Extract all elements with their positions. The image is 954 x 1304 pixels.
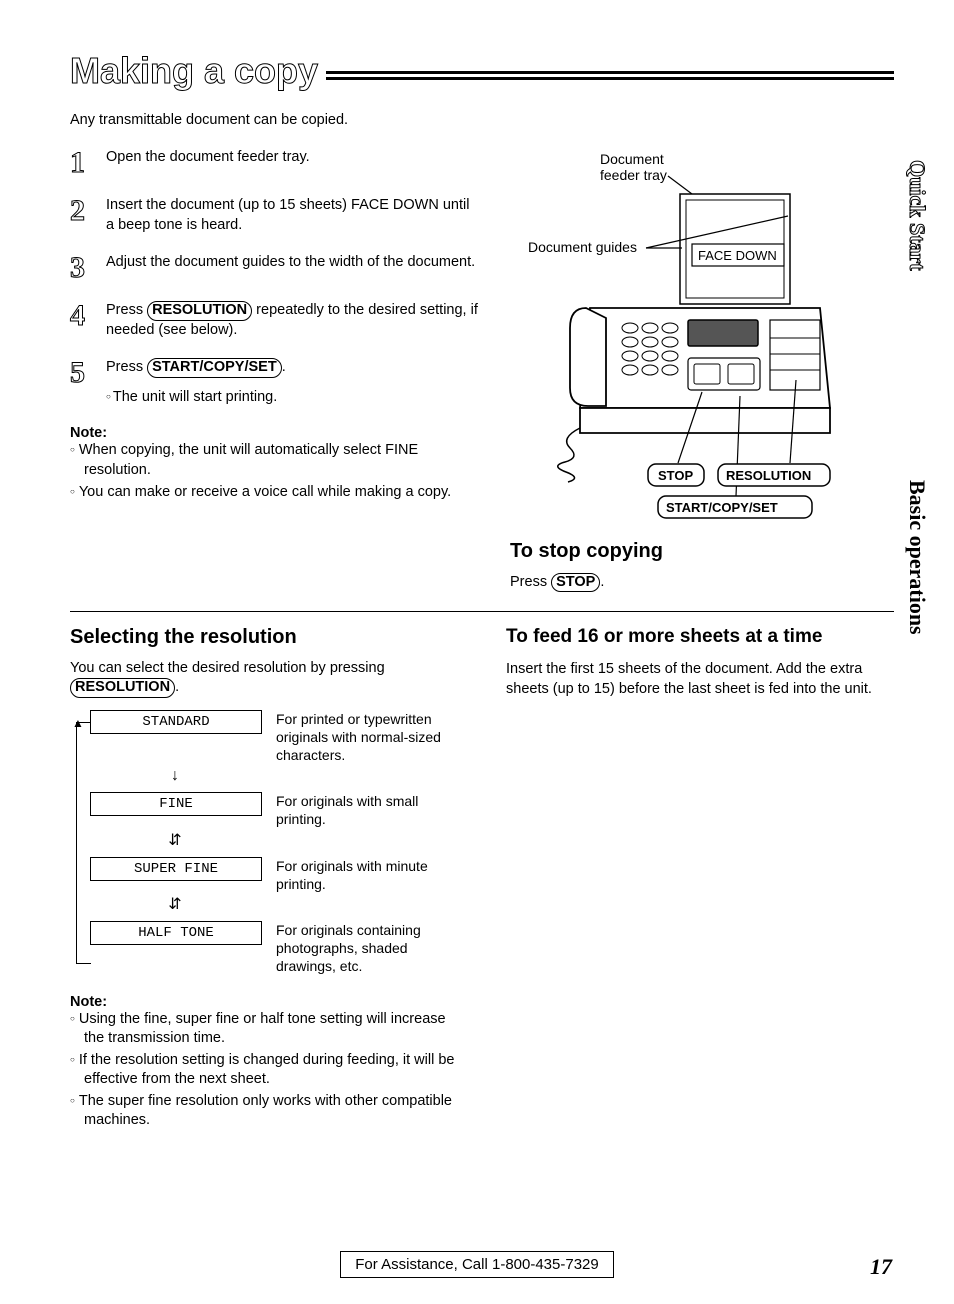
page-number: 17 — [870, 1254, 892, 1280]
note-list: When copying, the unit will automaticall… — [70, 441, 480, 502]
down-arrow-icon: ⇵ — [90, 829, 260, 857]
res-mode-fine: FINE — [90, 792, 262, 816]
resolution-callout: RESOLUTION — [726, 468, 811, 483]
cycle-arrow-icon: ▲ — [72, 716, 84, 730]
resolution-button-label: RESOLUTION — [70, 678, 175, 697]
feed-sheets-section: To feed 16 or more sheets at a time Inse… — [506, 626, 894, 1133]
res-desc: For printed or typewritten originals wit… — [276, 710, 460, 765]
stop-text-b: . — [600, 574, 604, 590]
res-mode-standard: STANDARD — [90, 710, 262, 734]
step-text-a: Press — [106, 302, 147, 318]
title-rule — [326, 71, 894, 80]
res-desc: For originals with minute printing. — [276, 857, 460, 893]
step-text: Press RESOLUTION repeatedly to the desir… — [106, 301, 480, 340]
step-number: 4 — [70, 301, 106, 340]
upper-columns: 1 Open the document feeder tray. 2 Inser… — [70, 148, 894, 593]
tab-quick-start: Quick Start — [904, 160, 930, 271]
title-row: Making a copy — [70, 50, 894, 92]
steps-column: 1 Open the document feeder tray. 2 Inser… — [70, 148, 480, 593]
res-row: SUPER FINE For originals with minute pri… — [90, 857, 460, 893]
step-text: Adjust the document guides to the width … — [106, 253, 480, 283]
res-row: STANDARD For printed or typewritten orig… — [90, 710, 460, 765]
footer: For Assistance, Call 1-800-435-7329 — [0, 1251, 954, 1278]
section-divider — [70, 611, 894, 612]
intro-text: Any transmittable document can be copied… — [70, 112, 894, 128]
tab-basic-operations: Basic operations — [904, 480, 930, 635]
selecting-resolution-intro: You can select the desired resolution by… — [70, 659, 460, 698]
feed-sheets-heading: To feed 16 or more sheets at a time — [506, 626, 894, 649]
face-down-label: FACE DOWN — [698, 248, 777, 263]
step-number: 1 — [70, 148, 106, 178]
callout-doc-feeder2: feeder tray — [600, 167, 667, 183]
fax-illustration: Document feeder tray FACE DOWN Document … — [520, 148, 850, 528]
callout-doc-guides: Document guides — [528, 239, 637, 255]
note-item: When copying, the unit will automaticall… — [70, 441, 480, 480]
note-item: The super fine resolution only works wit… — [70, 1092, 460, 1131]
note-item: You can make or receive a voice call whi… — [70, 483, 480, 503]
manual-page: Making a copy Any transmittable document… — [0, 0, 954, 1304]
selecting-resolution-heading: Selecting the resolution — [70, 626, 460, 649]
note-heading: Note: — [70, 425, 480, 441]
step-text: Press START/COPY/SET. The unit will star… — [106, 358, 480, 407]
step-text: Insert the document (up to 15 sheets) FA… — [106, 196, 480, 235]
lower-columns: Selecting the resolution You can select … — [70, 626, 894, 1133]
stop-copying-heading: To stop copying — [510, 540, 894, 563]
start-copy-set-callout: START/COPY/SET — [666, 500, 778, 515]
callout-doc-feeder: Document — [600, 151, 664, 167]
step-text-a: Press — [106, 359, 147, 375]
resolution-section: Selecting the resolution You can select … — [70, 626, 460, 1133]
stop-callout: STOP — [658, 468, 693, 483]
stop-text-a: Press — [510, 574, 551, 590]
stop-button-label: STOP — [551, 573, 600, 592]
step-number: 2 — [70, 196, 106, 235]
step-4: 4 Press RESOLUTION repeatedly to the des… — [70, 301, 480, 340]
assistance-box: For Assistance, Call 1-800-435-7329 — [340, 1251, 613, 1278]
res-mode-super-fine: SUPER FINE — [90, 857, 262, 881]
feed-sheets-text: Insert the first 15 sheets of the docume… — [506, 660, 894, 699]
step-5: 5 Press START/COPY/SET. The unit will st… — [70, 358, 480, 407]
cycle-rail — [76, 722, 91, 964]
note-item: Using the fine, super fine or half tone … — [70, 1010, 460, 1049]
step-3: 3 Adjust the document guides to the widt… — [70, 253, 480, 283]
down-arrow-icon: ↓ — [90, 764, 260, 792]
note-heading: Note: — [70, 994, 460, 1010]
step-number: 3 — [70, 253, 106, 283]
down-arrow-icon: ⇵ — [90, 893, 260, 921]
resolution-button-label: RESOLUTION — [147, 301, 252, 320]
step-number: 5 — [70, 358, 106, 407]
step-2: 2 Insert the document (up to 15 sheets) … — [70, 196, 480, 235]
resolution-diagram: ▲ STANDARD For printed or typewritten or… — [90, 710, 460, 976]
sel-intro-b: . — [175, 679, 179, 695]
step-text-b: . — [282, 359, 286, 375]
step-1: 1 Open the document feeder tray. — [70, 148, 480, 178]
start-copy-set-button-label: START/COPY/SET — [147, 358, 282, 377]
res-row: HALF TONE For originals containing photo… — [90, 921, 460, 976]
step-text: Open the document feeder tray. — [106, 148, 480, 178]
res-mode-half-tone: HALF TONE — [90, 921, 262, 945]
step-sub-bullet: The unit will start printing. — [106, 388, 480, 408]
note-item: If the resolution setting is changed dur… — [70, 1051, 460, 1090]
stop-copying-text: Press STOP. — [510, 573, 894, 593]
page-title: Making a copy — [70, 50, 318, 92]
res-desc: For originals with small printing. — [276, 792, 460, 828]
res-row: FINE For originals with small printing. — [90, 792, 460, 828]
sel-intro-a: You can select the desired resolution by… — [70, 660, 385, 676]
res-desc: For originals containing photographs, sh… — [276, 921, 460, 976]
note-list: Using the fine, super fine or half tone … — [70, 1010, 460, 1131]
illustration-column: Document feeder tray FACE DOWN Document … — [510, 148, 894, 593]
